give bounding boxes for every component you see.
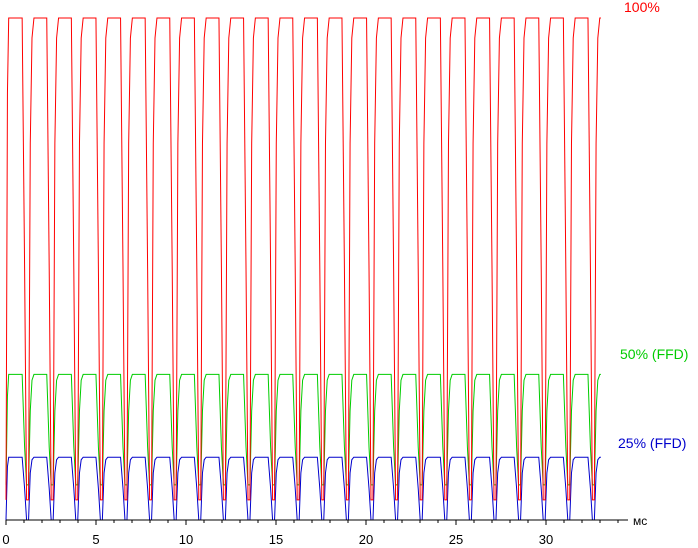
x-tick-label-5: 5 xyxy=(92,532,99,547)
x-tick-label-0: 0 xyxy=(2,532,9,547)
series-label-100: 100% xyxy=(624,0,660,15)
series-line-50-ffd- xyxy=(5,373,601,486)
series-lines xyxy=(5,17,601,521)
x-tick-label-15: 15 xyxy=(269,532,283,547)
series-label-25-ffd: 25% (FFD) xyxy=(618,435,686,451)
series-line-100- xyxy=(5,17,601,501)
x-axis-ticks: 0 5 10 15 20 25 30 xyxy=(2,520,619,547)
x-axis-unit-label: мс xyxy=(633,514,647,528)
x-tick-label-30: 30 xyxy=(539,532,553,547)
series-line-25-ffd- xyxy=(5,456,601,521)
x-tick-label-10: 10 xyxy=(179,532,193,547)
x-tick-label-20: 20 xyxy=(359,532,373,547)
series-label-50-ffd: 50% (FFD) xyxy=(620,346,688,362)
x-tick-label-25: 25 xyxy=(449,532,463,547)
